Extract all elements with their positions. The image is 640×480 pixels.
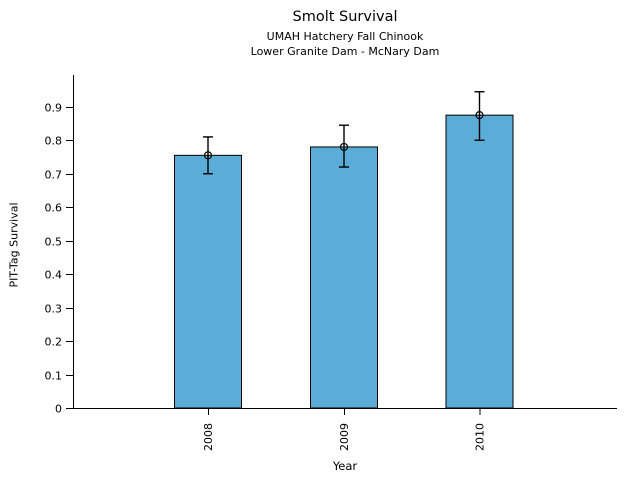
- y-tick-label: 0.9: [45, 102, 63, 115]
- bar-2008: [174, 154, 242, 409]
- chart-subtitle-line1: UMAH Hatchery Fall Chinook: [266, 30, 424, 43]
- x-tick-label-2010: 2010: [474, 423, 487, 451]
- bar-2009: [310, 146, 378, 409]
- y-tick-label: 0: [55, 403, 62, 416]
- y-tick-label: 0.8: [45, 135, 63, 148]
- y-tick-label: 0.4: [45, 269, 63, 282]
- chart-subtitle-line2: Lower Granite Dam - McNary Dam: [250, 45, 440, 58]
- y-tick-label: 0.2: [45, 336, 63, 349]
- y-tick-label: 0.3: [45, 303, 63, 316]
- chart-title: Smolt Survival: [292, 9, 398, 25]
- mean-marker-2008: [203, 151, 213, 160]
- y-tick-label: 0.6: [45, 202, 63, 215]
- bar-2010: [445, 114, 514, 409]
- y-tick-label: 0.7: [45, 169, 63, 182]
- mean-marker-2009: [339, 142, 349, 152]
- x-axis-label: Year: [332, 459, 358, 473]
- x-tick-label-2009: 2009: [338, 423, 351, 451]
- x-tick-label-2008: 2008: [202, 423, 215, 451]
- y-tick-label: 0.5: [45, 236, 63, 249]
- mean-marker-2010: [475, 111, 484, 120]
- y-tick-label: 0.1: [45, 370, 63, 383]
